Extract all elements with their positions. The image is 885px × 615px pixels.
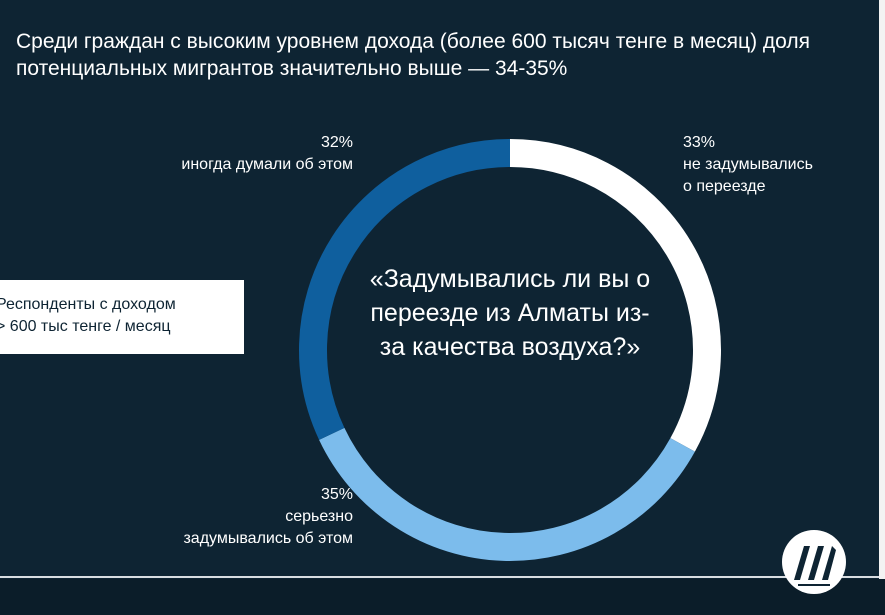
bottom-footer-band (0, 579, 885, 615)
publisher-logo-icon (782, 530, 846, 594)
chart-title: Среди граждан с высоким уровнем дохода (… (16, 30, 810, 80)
label-seriously-line2: задумывались об этом (183, 530, 353, 547)
label-not-thought-line2: о переезде (683, 178, 766, 195)
donut-slice-0 (509, 139, 721, 452)
label-sometimes-line1: иногда думали об этом (181, 156, 353, 173)
donut-slice-2 (299, 139, 511, 440)
label-sometimes: 32% иногда думали об этом (181, 132, 353, 176)
label-not-thought: 33% не задумывались о переезде (683, 132, 813, 198)
label-sometimes-percent: 32% (320, 134, 353, 151)
label-seriously-percent: 35% (320, 486, 353, 503)
label-not-thought-percent: 33% (683, 134, 716, 151)
label-not-thought-line1: не задумывались (683, 156, 813, 173)
label-seriously-line1: серьезно (285, 508, 353, 525)
right-edge-strip (879, 0, 885, 615)
legend-line-2: > 600 тыс тенге / месяц (0, 318, 171, 335)
legend-line-1: Респонденты с доходом (0, 296, 176, 313)
footer-divider (0, 576, 879, 578)
legend-box: Респонденты с доходом > 600 тыс тенге / … (0, 280, 244, 354)
center-question: «Задумывались ли вы о переезде из Алматы… (369, 265, 651, 361)
label-seriously: 35% серьезно задумывались об этом (183, 484, 353, 550)
donut-slice-1 (319, 427, 695, 561)
